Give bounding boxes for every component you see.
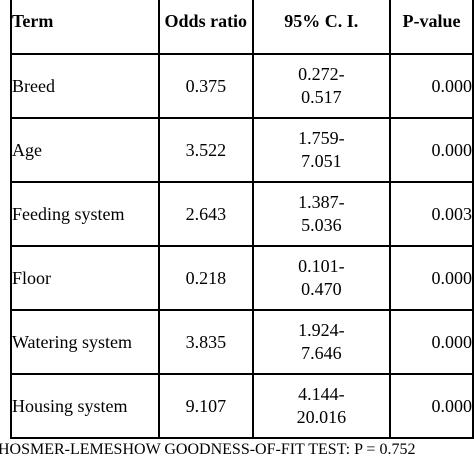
goodness-of-fit-note: HOSMER-LEMESHOW GOODNESS-OF-FIT TEST: P … [0, 441, 416, 458]
cell-term: Floor [10, 245, 160, 311]
table-row: Age 3.522 1.759- 7.051 0.000 [10, 117, 474, 183]
ci-lower: 0.101- [298, 256, 345, 276]
cell-p-value: 0.000 [388, 117, 474, 183]
cell-term: Watering system [10, 309, 160, 375]
cell-p-value: 0.000 [388, 53, 474, 119]
cell-odds-ratio: 3.522 [157, 117, 254, 183]
ci-upper: 20.016 [296, 407, 347, 427]
cell-confidence-interval: 0.101- 0.470 [251, 245, 391, 311]
header-term: Term [10, 0, 160, 55]
ci-lower: 4.144- [298, 384, 345, 404]
cell-p-value: 0.000 [388, 373, 474, 439]
ci-upper: 7.051 [301, 151, 342, 171]
ci-upper: 5.036 [301, 215, 342, 235]
ci-upper: 7.646 [301, 343, 342, 363]
cell-p-value: 0.000 [388, 245, 474, 311]
cell-term: Feeding system [10, 181, 160, 247]
cell-confidence-interval: 1.924- 7.646 [251, 309, 391, 375]
ci-upper: 0.517 [301, 87, 342, 107]
cell-confidence-interval: 1.759- 7.051 [251, 117, 391, 183]
cell-term: Age [10, 117, 160, 183]
ci-lower: 1.759- [298, 128, 345, 148]
cell-odds-ratio: 9.107 [157, 373, 254, 439]
cell-p-value: 0.003 [388, 181, 474, 247]
cell-odds-ratio: 3.835 [157, 309, 254, 375]
cell-term: Breed [10, 53, 160, 119]
table-row: Housing system 9.107 4.144- 20.016 0.000 [10, 373, 474, 439]
ci-lower: 1.924- [298, 320, 345, 340]
table-row: Breed 0.375 0.272- 0.517 0.000 [10, 53, 474, 119]
header-row: Term Odds ratio 95% C. I. P-value [10, 0, 474, 55]
cell-confidence-interval: 0.272- 0.517 [251, 53, 391, 119]
header-p-value: P-value [388, 0, 474, 55]
cell-odds-ratio: 2.643 [157, 181, 254, 247]
header-confidence-interval: 95% C. I. [251, 0, 391, 55]
ci-lower: 0.272- [298, 64, 345, 84]
header-odds-ratio: Odds ratio [157, 0, 254, 55]
ci-lower: 1.387- [298, 192, 345, 212]
odds-ratio-table: Term Odds ratio 95% C. I. P-value Breed 0… [10, 0, 474, 439]
ci-upper: 0.470 [301, 279, 342, 299]
table-row: Watering system 3.835 1.924- 7.646 0.000 [10, 309, 474, 375]
table-row: Feeding system 2.643 1.387- 5.036 0.003 [10, 181, 474, 247]
cell-p-value: 0.000 [388, 309, 474, 375]
cell-odds-ratio: 0.375 [157, 53, 254, 119]
cell-term: Housing system [10, 373, 160, 439]
cell-odds-ratio: 0.218 [157, 245, 254, 311]
cell-confidence-interval: 1.387- 5.036 [251, 181, 391, 247]
table-row: Floor 0.218 0.101- 0.470 0.000 [10, 245, 474, 311]
table-body: Breed 0.375 0.272- 0.517 0.000 Age 3.522 1.759-… [10, 53, 474, 439]
cell-confidence-interval: 4.144- 20.016 [251, 373, 391, 439]
